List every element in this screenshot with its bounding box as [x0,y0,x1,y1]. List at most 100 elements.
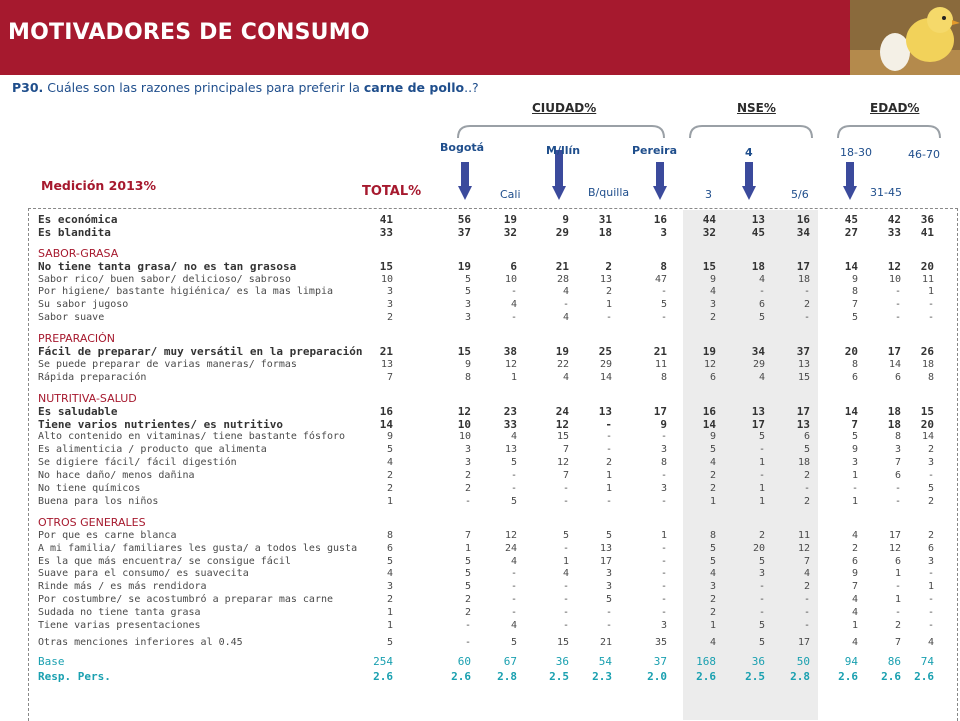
cell-value: 2 [464,483,471,494]
cell-value: 18 [797,274,810,285]
table-row: Se digiere fácil/ fácil digestión 4 3 5 12 2 8… [0,456,960,469]
cell-value: 33 [503,418,517,431]
table-frame [28,208,958,721]
cell-value: - [758,581,765,592]
cell-value: 15 [702,260,716,273]
table-row: Por higiene/ bastante higiénica/ es la m… [0,285,960,298]
cell-value: 2 [386,312,393,323]
cell-value: 3 [927,457,934,468]
cell-value: 86 [887,655,901,668]
cell-value: 5 [709,543,716,554]
cell-value: 3 [464,444,471,455]
section-header: SABOR-GRASA [0,247,960,260]
question-body: Cuáles son las razones principales para … [47,80,364,95]
table-row: Otras menciones inferiores al 0.45 5 - 5 15 2… [0,636,960,649]
cell-value: 29 [599,359,612,370]
cell-value: 5 [605,594,612,605]
cell-value: - [927,470,934,481]
cell-value: 3 [660,226,667,239]
cell-value: 2.8 [790,670,810,683]
cell-value: 1 [758,483,765,494]
cell-value: 1 [562,556,569,567]
cell-value: 17 [653,405,667,418]
row-label: Alto contenido en vitaminas/ tiene basta… [38,431,346,442]
cell-value: 25 [598,345,612,358]
cell-value: - [464,496,471,507]
cell-value: 45 [751,226,765,239]
cell-value: 41 [920,226,934,239]
cell-value: - [510,581,517,592]
cell-value: 5 [758,312,765,323]
cell-value: 29 [555,226,569,239]
row-label: Resp. Pers. [38,670,111,683]
cell-value: 24 [555,405,569,418]
row-label: Es blandita [38,226,111,239]
cell-value: 5 [464,568,471,579]
cell-value: 1 [386,620,393,631]
cell-value: - [605,620,612,631]
cell-value: 1 [851,470,858,481]
question-end: ..? [464,80,479,95]
cell-value: 12 [797,543,810,554]
cell-value: 18 [887,405,901,418]
cell-value: - [660,470,667,481]
cell-value: 21 [379,345,393,358]
cell-value: 3 [709,581,716,592]
row-label: Suave para el consumo/ es suavecita [38,568,249,579]
cell-value: 67 [503,655,517,668]
cell-value: - [660,581,667,592]
table-row: Suave para el consumo/ es suavecita 4 5 - 4 3… [0,567,960,580]
cell-value: 42 [887,213,901,226]
cell-value: 3 [660,444,667,455]
cell-value: 14 [702,418,716,431]
cell-value: 16 [653,213,667,226]
cell-value: 5 [851,312,858,323]
cell-value: 2 [803,470,810,481]
cell-value: - [464,637,471,648]
cell-value: - [562,483,569,494]
cell-value: 23 [503,405,517,418]
cell-value: 15 [556,431,569,442]
cell-value: 8 [927,372,934,383]
cell-value: 31 [598,213,612,226]
cell-value: 8 [851,359,858,370]
cell-value: 3 [709,299,716,310]
cell-value: 10 [457,418,471,431]
cell-value: 2.5 [745,670,765,683]
cell-value: 33 [887,226,901,239]
cell-value: 37 [796,345,810,358]
cell-value: 18 [887,418,901,431]
cell-value: 1 [709,496,716,507]
cell-value: - [660,312,667,323]
cell-value: 6 [803,431,810,442]
row-label: Es la que más encuentra/ se consigue fác… [38,556,291,567]
cell-value: 7 [386,372,393,383]
row-label: Su sabor jugoso [38,299,129,310]
cell-value: 5 [927,483,934,494]
cell-value: - [894,299,901,310]
cell-value: 1 [510,372,517,383]
cell-value: - [660,286,667,297]
cell-value: 24 [504,543,517,554]
cell-value: 6 [851,372,858,383]
row-label: Es saludable [38,405,118,418]
col-pereira: Pereira [632,144,678,157]
cell-value: - [562,543,569,554]
cell-value: 44 [702,213,716,226]
cell-value: 5 [510,496,517,507]
cell-value: 12 [703,359,716,370]
cell-value: - [927,607,934,618]
cell-value: 37 [457,226,471,239]
row-label: Se puede preparar de varias maneras/ for… [38,359,297,370]
cell-value: 2 [803,496,810,507]
cell-value: 5 [510,457,517,468]
cell-value: 8 [660,260,667,273]
cell-value: 9 [709,274,716,285]
cell-value: 5 [386,556,393,567]
table-row: Alto contenido en vitaminas/ tiene basta… [0,430,960,443]
cell-value: 4 [510,431,517,442]
cell-value: 2 [386,483,393,494]
cell-value: 14 [844,405,858,418]
cell-value: 8 [386,530,393,541]
cell-value: - [562,594,569,605]
